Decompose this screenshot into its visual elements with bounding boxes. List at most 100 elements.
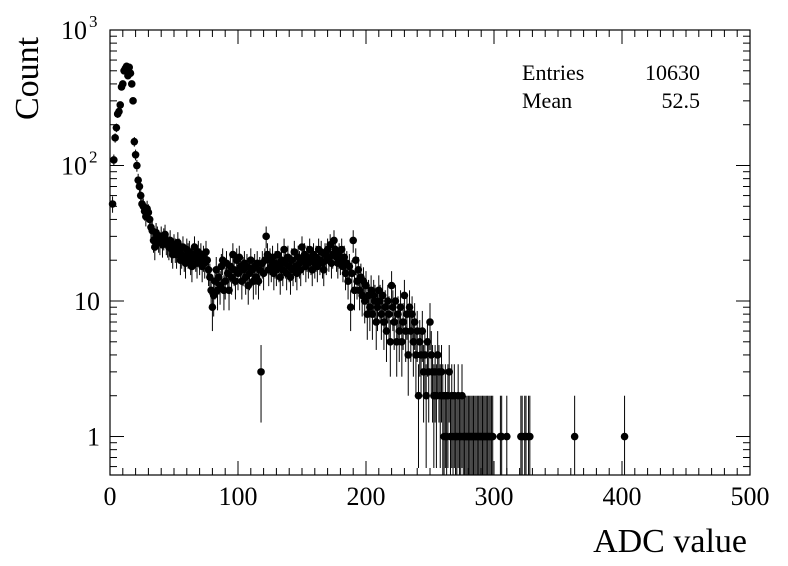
data-point <box>387 281 396 290</box>
data-point <box>202 248 210 256</box>
data-point <box>400 291 409 300</box>
data-point <box>409 338 418 346</box>
data-point <box>414 391 423 400</box>
data-point <box>131 150 140 159</box>
data-point <box>208 303 217 312</box>
data-point <box>133 161 141 170</box>
data-point <box>396 303 405 312</box>
data-point <box>262 232 270 241</box>
data-point <box>526 432 534 441</box>
data-point <box>254 277 263 286</box>
data-point <box>385 310 393 318</box>
data-point <box>280 245 288 254</box>
data-point <box>298 243 306 251</box>
data-point <box>404 351 413 359</box>
data-point <box>408 310 416 318</box>
data-point <box>381 303 390 312</box>
data-point <box>330 236 338 245</box>
data-point <box>620 432 629 441</box>
y-tick-label: 1 <box>87 423 100 452</box>
data-point <box>130 137 139 146</box>
data-point <box>346 303 355 312</box>
x-tick-label: 200 <box>347 482 386 511</box>
data-point <box>161 230 169 239</box>
data-point <box>257 368 265 376</box>
data-point <box>115 107 123 116</box>
data-point <box>340 253 349 262</box>
y-tick-label: 10 <box>61 16 87 45</box>
data-point <box>110 156 118 164</box>
data-point <box>351 256 360 265</box>
data-point <box>136 191 145 200</box>
data-point <box>407 327 415 335</box>
stat-mean-value: 52.5 <box>662 88 701 113</box>
x-tick-label: 300 <box>475 482 514 511</box>
data-point <box>129 97 137 105</box>
data-point <box>203 256 212 265</box>
data-point <box>488 432 497 441</box>
stat-mean-label: Mean <box>522 88 572 113</box>
data-point <box>225 286 233 295</box>
data-point <box>354 265 363 274</box>
data-point <box>119 80 127 88</box>
data-point <box>244 281 253 290</box>
data-point <box>125 63 133 72</box>
data-point <box>382 327 391 335</box>
stats-box: Entries 10630 Mean 52.5 <box>522 60 700 113</box>
y-tick-label: 10 <box>74 287 100 316</box>
data-point <box>391 297 400 305</box>
data-point <box>377 310 386 318</box>
data-point <box>229 250 237 259</box>
data-point <box>144 208 153 217</box>
data-point <box>373 303 382 312</box>
y-tick-label-exponent: 2 <box>89 148 98 167</box>
x-axis-title: ADC value <box>593 523 747 560</box>
data-point <box>145 215 154 224</box>
data-points <box>108 62 629 475</box>
data-point <box>151 243 159 251</box>
y-tick-label-exponent: 3 <box>89 12 98 31</box>
data-point <box>390 318 398 326</box>
data-point <box>503 432 511 441</box>
data-point <box>395 327 404 335</box>
data-point <box>415 338 424 346</box>
data-point <box>215 273 223 281</box>
data-point <box>345 262 354 271</box>
data-point <box>362 281 370 290</box>
data-point <box>405 303 414 312</box>
data-point <box>204 265 213 274</box>
data-point <box>410 318 419 326</box>
data-point <box>287 256 296 265</box>
data-point <box>348 269 356 278</box>
stat-entries-label: Entries <box>522 60 584 85</box>
data-point <box>344 277 352 286</box>
data-point <box>389 303 397 312</box>
data-point <box>433 351 442 359</box>
x-tick-label: 500 <box>731 482 770 511</box>
data-point <box>235 253 244 262</box>
data-point <box>247 256 255 265</box>
data-point <box>337 245 346 254</box>
data-point <box>349 236 358 245</box>
x-tick-label: 0 <box>104 482 117 511</box>
data-point <box>319 265 328 274</box>
data-point <box>134 176 142 184</box>
data-point <box>221 277 229 286</box>
data-point <box>418 327 427 335</box>
data-point <box>570 432 579 441</box>
data-point <box>380 318 388 326</box>
data-point <box>276 273 285 281</box>
x-tick-labels: 0 100 200 300 400 500 <box>104 482 770 511</box>
data-point <box>127 80 136 88</box>
data-point <box>360 297 369 305</box>
axis-ticks <box>109 29 751 475</box>
data-point <box>111 134 119 142</box>
data-point <box>386 338 395 346</box>
data-point <box>423 338 432 346</box>
data-point <box>394 310 402 318</box>
y-tick-label: 10 <box>61 152 87 181</box>
data-point <box>174 238 182 247</box>
data-point <box>427 351 436 359</box>
data-point <box>341 269 350 278</box>
data-point <box>437 368 446 376</box>
